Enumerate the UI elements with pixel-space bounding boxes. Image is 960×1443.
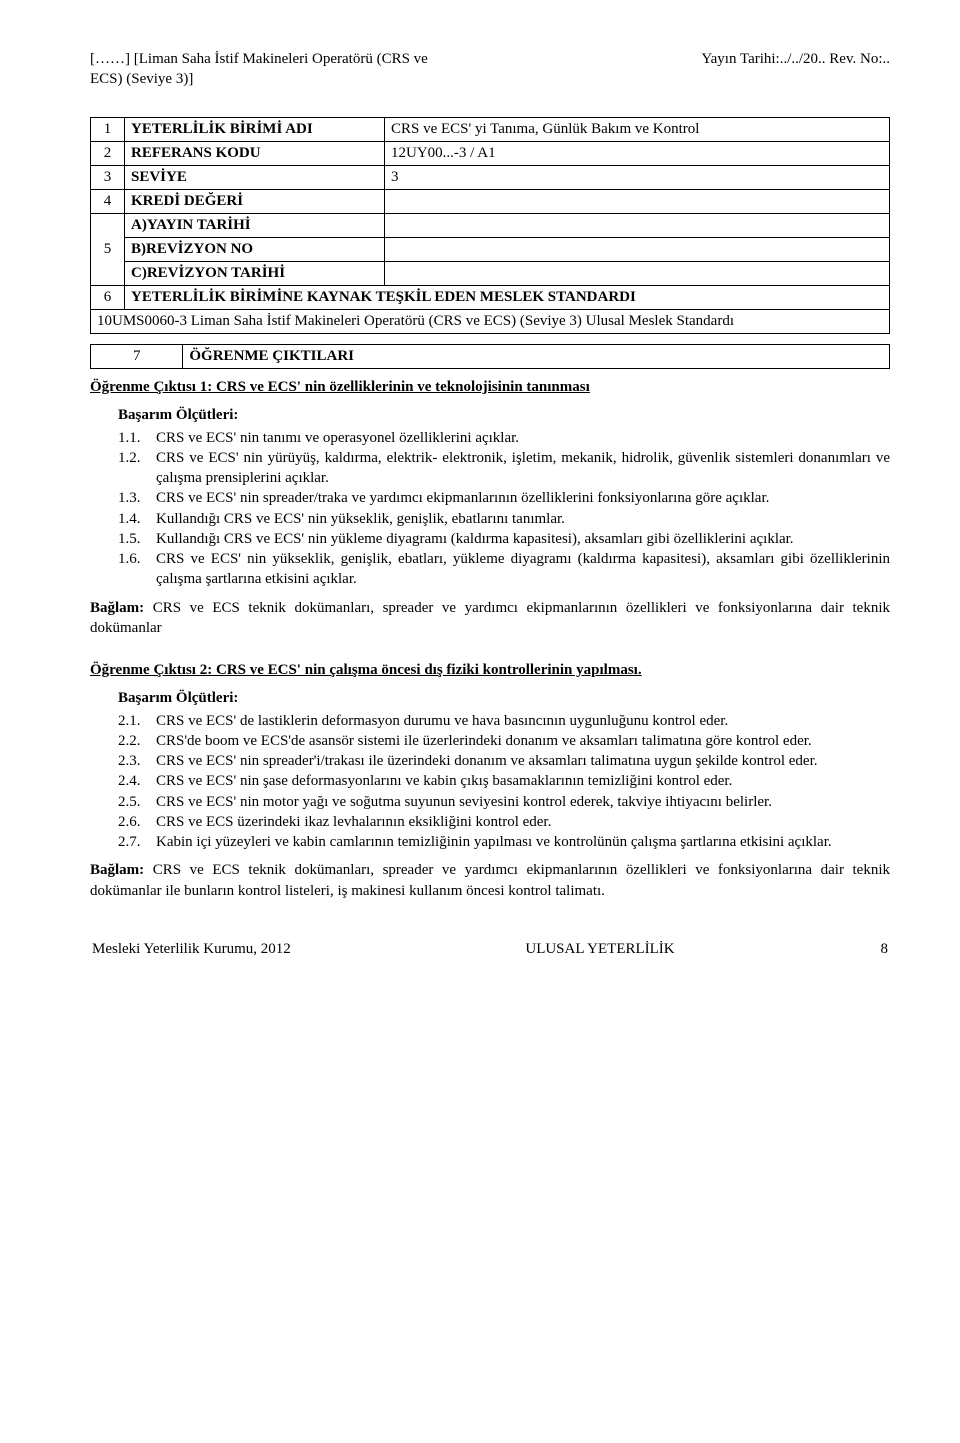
row-label: A)YAYIN TARİHİ [125,214,385,238]
context-label: Bağlam: [90,862,144,878]
item-text: Kullandığı CRS ve ECS' nin yükseklik, ge… [156,509,890,529]
table-row: B)REVİZYON NO [91,238,890,262]
row-value [385,238,890,262]
table-row: 5 A)YAYIN TARİHİ [91,214,890,238]
table-row: 3 SEVİYE 3 [91,166,890,190]
item-text: CRS ve ECS üzerindeki ikaz levhalarının … [156,812,890,832]
list-item: 1.5.Kullandığı CRS ve ECS' nin yükleme d… [118,529,890,549]
row-num: 6 [91,286,125,310]
criteria-subhead: Başarım Ölçütleri: [118,405,890,425]
item-text: CRS ve ECS' nin yürüyüş, kaldırma, elekt… [156,448,890,489]
row-label: KREDİ DEĞERİ [125,190,385,214]
row-label: B)REVİZYON NO [125,238,385,262]
footer-page-number: 8 [828,941,888,958]
item-text: Kullandığı CRS ve ECS' nin yükleme diyag… [156,529,890,549]
item-text: CRS ve ECS' nin spreader'i/trakası ile ü… [156,751,890,771]
row-num: 1 [91,118,125,142]
row-num: 5 [91,214,125,286]
row-value: CRS ve ECS' yi Tanıma, Günlük Bakım ve K… [385,118,890,142]
list-item: 1.6.CRS ve ECS' nin yükseklik, genişlik,… [118,549,890,590]
footer-left: Mesleki Yeterlilik Kurumu, 2012 [92,941,372,958]
list-item: 2.7.Kabin içi yüzeyleri ve kabin camları… [118,832,890,852]
row-label: ÖĞRENME ÇIKTILARI [183,345,890,369]
item-num: 1.2. [118,448,156,489]
item-text: CRS ve ECS' de lastiklerin deformasyon d… [156,711,890,731]
context-paragraph: Bağlam: CRS ve ECS teknik dokümanları, s… [90,860,890,901]
list-item: 1.4.Kullandığı CRS ve ECS' nin yükseklik… [118,509,890,529]
outcome-title: Öğrenme Çıktısı 1: CRS ve ECS' nin özell… [90,377,890,397]
list-item: 2.4.CRS ve ECS' nin şase deformasyonları… [118,771,890,791]
row-num: 4 [91,190,125,214]
item-num: 1.4. [118,509,156,529]
page-header: [……] [Liman Saha İstif Makineleri Operat… [90,50,890,89]
row-value [385,190,890,214]
list-item: 2.2.CRS'de boom ve ECS'de asansör sistem… [118,731,890,751]
row-label: YETERLİLİK BİRİMİNE KAYNAK TEŞKİL EDEN M… [125,286,890,310]
row-value [385,262,890,286]
list-item: 2.1.CRS ve ECS' de lastiklerin deformasy… [118,711,890,731]
item-num: 2.4. [118,771,156,791]
item-num: 2.2. [118,731,156,751]
item-num: 1.1. [118,428,156,448]
header-left-line2: ECS) (Seviye 3)] [90,71,193,87]
row-value [385,214,890,238]
list-item: 1.1.CRS ve ECS' nin tanımı ve operasyone… [118,428,890,448]
context-text: CRS ve ECS teknik dokümanları, spreader … [90,600,890,636]
row-label: REFERANS KODU [125,142,385,166]
row-label: SEVİYE [125,166,385,190]
header-left: [……] [Liman Saha İstif Makineleri Operat… [90,50,428,89]
outcome-1-title: Öğrenme Çıktısı 1: CRS ve ECS' nin özell… [90,379,590,395]
context-label: Bağlam: [90,600,144,616]
list-item: 2.3.CRS ve ECS' nin spreader'i/trakası i… [118,751,890,771]
table-row: 1 YETERLİLİK BİRİMİ ADI CRS ve ECS' yi T… [91,118,890,142]
list-item: 1.2.CRS ve ECS' nin yürüyüş, kaldırma, e… [118,448,890,489]
item-num: 1.5. [118,529,156,549]
context-paragraph: Bağlam: CRS ve ECS teknik dokümanları, s… [90,598,890,639]
info-table: 1 YETERLİLİK BİRİMİ ADI CRS ve ECS' yi T… [90,117,890,334]
list-item: 2.5.CRS ve ECS' nin motor yağı ve soğutm… [118,792,890,812]
row-label: C)REVİZYON TARİHİ [125,262,385,286]
item-text: CRS ve ECS' nin motor yağı ve soğutma su… [156,792,890,812]
list-item: 1.3.CRS ve ECS' nin spreader/traka ve ya… [118,488,890,508]
item-text: CRS ve ECS' nin şase deformasyonlarını v… [156,771,890,791]
item-num: 1.6. [118,549,156,590]
standard-text: 10UMS0060-3 Liman Saha İstif Makineleri … [91,310,890,334]
outcome-title: Öğrenme Çıktısı 2: CRS ve ECS' nin çalış… [90,660,890,680]
outcomes-content: Öğrenme Çıktısı 1: CRS ve ECS' nin özell… [90,377,890,901]
item-num: 2.1. [118,711,156,731]
table-row: 6 YETERLİLİK BİRİMİNE KAYNAK TEŞKİL EDEN… [91,286,890,310]
page-footer: Mesleki Yeterlilik Kurumu, 2012 ULUSAL Y… [90,941,890,958]
item-num: 2.6. [118,812,156,832]
row-value: 12UY00...-3 / A1 [385,142,890,166]
outcome-2-title: Öğrenme Çıktısı 2: CRS ve ECS' nin çalış… [90,662,642,678]
header-right: Yayın Tarihi:../../20.. Rev. No:.. [701,50,890,89]
item-num: 2.5. [118,792,156,812]
table-row: 10UMS0060-3 Liman Saha İstif Makineleri … [91,310,890,334]
outcomes-header-table: 7 ÖĞRENME ÇIKTILARI [90,344,890,369]
item-num: 2.3. [118,751,156,771]
item-num: 1.3. [118,488,156,508]
row-num: 7 [91,345,183,369]
item-text: CRS ve ECS' nin tanımı ve operasyonel öz… [156,428,890,448]
criteria-subhead: Başarım Ölçütleri: [118,688,890,708]
item-text: CRS ve ECS' nin spreader/traka ve yardım… [156,488,890,508]
item-text: Kabin içi yüzeyleri ve kabin camlarının … [156,832,890,852]
row-label: YETERLİLİK BİRİMİ ADI [125,118,385,142]
table-row: 4 KREDİ DEĞERİ [91,190,890,214]
item-text: CRS ve ECS' nin yükseklik, genişlik, eba… [156,549,890,590]
table-row: 2 REFERANS KODU 12UY00...-3 / A1 [91,142,890,166]
table-row: 7 ÖĞRENME ÇIKTILARI [91,345,890,369]
row-num: 2 [91,142,125,166]
header-left-line1: [……] [Liman Saha İstif Makineleri Operat… [90,51,428,67]
row-value: 3 [385,166,890,190]
row-num: 3 [91,166,125,190]
table-row: C)REVİZYON TARİHİ [91,262,890,286]
list-item: 2.6.CRS ve ECS üzerindeki ikaz levhaları… [118,812,890,832]
context-text: CRS ve ECS teknik dokümanları, spreader … [90,862,890,898]
item-text: CRS'de boom ve ECS'de asansör sistemi il… [156,731,890,751]
item-num: 2.7. [118,832,156,852]
footer-mid: ULUSAL YETERLİLİK [372,941,828,958]
